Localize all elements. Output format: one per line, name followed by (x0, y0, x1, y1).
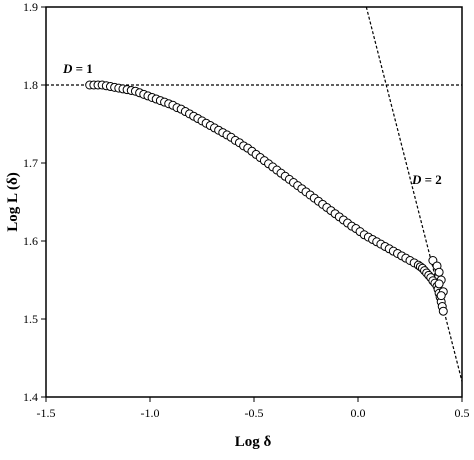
y-tick-label: 1.4 (23, 390, 38, 404)
annotation-d2-var: D (411, 172, 422, 187)
annotation-d2-eq: = 2 (421, 172, 441, 187)
data-point (434, 267, 444, 277)
x-tick-label: 0.5 (455, 406, 470, 420)
annotation-d2: D = 2 (411, 172, 442, 187)
data-points (85, 80, 448, 316)
data-point (436, 291, 446, 301)
y-axis-ticks: 1.4 1.5 1.6 1.7 1.8 1.9 (23, 0, 46, 404)
x-tick-label: 0.0 (351, 406, 366, 420)
annotation-d1-eq: = 1 (72, 61, 92, 76)
y-axis-label: Log L (δ) (5, 172, 21, 231)
annotation-d1: D = 1 (62, 61, 93, 76)
reference-lines (46, 6, 463, 382)
annotation-d1-var: D (62, 61, 73, 76)
reference-line-2 (365, 6, 463, 382)
x-tick-label: -1.0 (141, 406, 160, 420)
x-axis-ticks: -1.5 -1.0 -0.5 0.0 0.5 (37, 397, 470, 420)
y-tick-label: 1.7 (23, 156, 38, 170)
x-tick-label: -0.5 (245, 406, 264, 420)
y-tick-label: 1.5 (23, 312, 38, 326)
y-tick-label: 1.8 (23, 78, 38, 92)
y-tick-label: 1.9 (23, 0, 38, 14)
x-tick-label: -1.5 (37, 406, 56, 420)
x-axis-label: Log δ (235, 434, 272, 450)
data-point (434, 279, 444, 289)
y-tick-label: 1.6 (23, 234, 38, 248)
data-point (438, 306, 448, 316)
